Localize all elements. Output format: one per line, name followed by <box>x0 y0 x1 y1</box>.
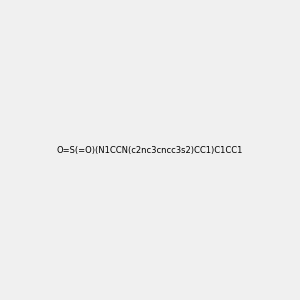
Text: O=S(=O)(N1CCN(c2nc3cncc3s2)CC1)C1CC1: O=S(=O)(N1CCN(c2nc3cncc3s2)CC1)C1CC1 <box>57 146 243 154</box>
